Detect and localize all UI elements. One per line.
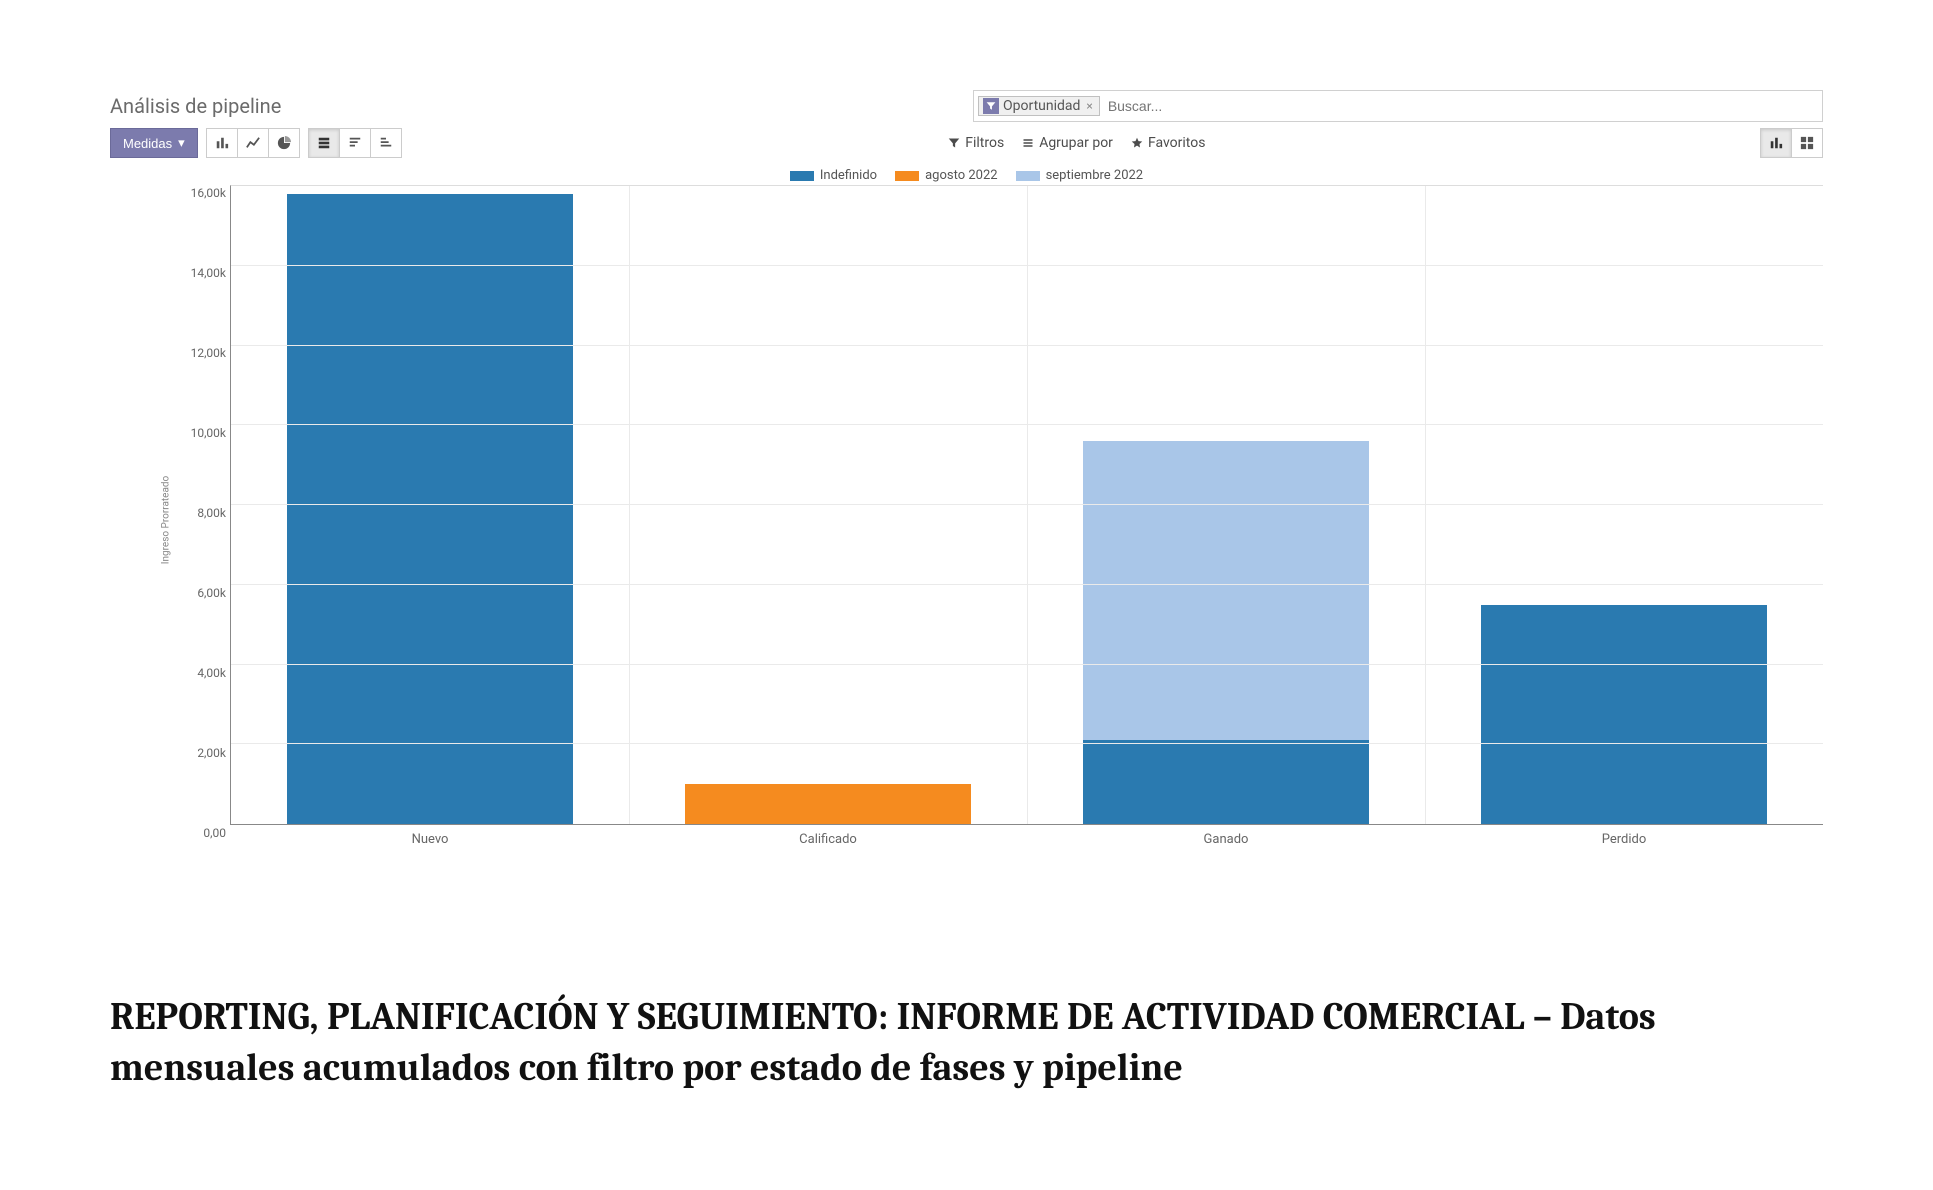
report-header: Análisis de pipeline Oportunidad × bbox=[110, 90, 1823, 122]
chart-type-group bbox=[206, 128, 300, 158]
pie-chart-icon bbox=[277, 136, 291, 150]
chart-area: Ingreso Prorrateado NuevoCalificadoGanad… bbox=[170, 185, 1823, 855]
line-chart-icon bbox=[246, 136, 260, 150]
y-tick-label: 8,00k bbox=[186, 506, 226, 520]
filter-chip-oportunidad[interactable]: Oportunidad × bbox=[978, 96, 1100, 116]
chart-legend: Indefinido agosto 2022 septiembre 2022 bbox=[110, 162, 1823, 185]
stacked-icon bbox=[317, 136, 331, 150]
y-tick-label: 4,00k bbox=[186, 666, 226, 680]
view-switcher bbox=[1760, 128, 1823, 158]
sort-desc-icon bbox=[348, 136, 362, 150]
x-axis-label: Calificado bbox=[799, 832, 857, 847]
bar-segment[interactable] bbox=[1481, 605, 1768, 824]
category-column: Calificado bbox=[629, 186, 1027, 824]
legend-label: septiembre 2022 bbox=[1046, 168, 1144, 183]
category-column: Perdido bbox=[1425, 186, 1823, 824]
bar-chart-button[interactable] bbox=[206, 128, 238, 158]
y-tick-label: 10,00k bbox=[186, 426, 226, 440]
measures-button-label: Medidas bbox=[123, 136, 172, 151]
legend-swatch bbox=[1016, 171, 1040, 181]
filters-label: Filtros bbox=[965, 135, 1004, 151]
legend-item[interactable]: septiembre 2022 bbox=[1016, 168, 1144, 183]
star-icon bbox=[1131, 137, 1143, 149]
chart-container: Indefinido agosto 2022 septiembre 2022 Ing… bbox=[110, 162, 1823, 882]
category-divider bbox=[1027, 186, 1028, 824]
filters-button[interactable]: Filtros bbox=[948, 135, 1004, 151]
sort-asc-icon bbox=[379, 136, 393, 150]
legend-label: agosto 2022 bbox=[925, 168, 997, 183]
category-column: Ganado bbox=[1027, 186, 1425, 824]
stacked-button[interactable] bbox=[308, 128, 340, 158]
y-tick-label: 12,00k bbox=[186, 346, 226, 360]
bar-segment[interactable] bbox=[685, 784, 972, 824]
bar-chart-icon bbox=[215, 136, 229, 150]
page-title: Análisis de pipeline bbox=[110, 94, 281, 118]
y-tick-label: 6,00k bbox=[186, 586, 226, 600]
y-tick-label: 0,00 bbox=[186, 826, 226, 840]
filter-chip-label: Oportunidad bbox=[1003, 98, 1080, 114]
y-axis-label: Ingreso Prorrateado bbox=[161, 476, 172, 564]
legend-swatch bbox=[895, 171, 919, 181]
bar-segment[interactable] bbox=[1083, 441, 1370, 740]
pivot-view-button[interactable] bbox=[1792, 128, 1823, 158]
chart-plot: NuevoCalificadoGanadoPerdido bbox=[230, 185, 1823, 825]
caret-down-icon: ▾ bbox=[178, 135, 185, 151]
toolbar-right bbox=[1752, 128, 1823, 158]
measures-button[interactable]: Medidas ▾ bbox=[110, 128, 198, 158]
funnel-icon bbox=[983, 98, 999, 114]
category-divider bbox=[629, 186, 630, 824]
toolbar-center: Filtros Agrupar por Favoritos bbox=[948, 135, 1205, 151]
x-axis-label: Perdido bbox=[1602, 832, 1647, 847]
pie-chart-button[interactable] bbox=[269, 128, 300, 158]
document-caption: REPORTING, PLANIFICACIÓN Y SEGUIMIENTO: … bbox=[110, 992, 1823, 1095]
legend-swatch bbox=[790, 171, 814, 181]
sort-desc-button[interactable] bbox=[340, 128, 371, 158]
pivot-view-icon bbox=[1800, 136, 1814, 150]
search-input[interactable] bbox=[1104, 94, 1822, 118]
legend-item[interactable]: Indefinido bbox=[790, 168, 877, 183]
chart-mode-group bbox=[308, 128, 402, 158]
bar-stack bbox=[1481, 605, 1768, 824]
bar-segment[interactable] bbox=[287, 194, 574, 824]
close-icon[interactable]: × bbox=[1084, 99, 1094, 113]
category-divider bbox=[1425, 186, 1426, 824]
toolbar-left: Medidas ▾ bbox=[110, 128, 402, 158]
favorites-button[interactable]: Favoritos bbox=[1131, 135, 1205, 151]
category-column: Nuevo bbox=[231, 186, 629, 824]
graph-view-button[interactable] bbox=[1760, 128, 1792, 158]
y-tick-label: 14,00k bbox=[186, 266, 226, 280]
legend-label: Indefinido bbox=[820, 168, 877, 183]
x-axis-label: Ganado bbox=[1204, 832, 1249, 847]
x-axis-label: Nuevo bbox=[412, 832, 449, 847]
bar-stack bbox=[685, 784, 972, 824]
groupby-button[interactable]: Agrupar por bbox=[1022, 135, 1113, 151]
line-chart-button[interactable] bbox=[238, 128, 269, 158]
bar-stack bbox=[1083, 441, 1370, 824]
toolbar: Medidas ▾ bbox=[110, 128, 1823, 158]
funnel-icon bbox=[948, 137, 960, 149]
y-tick-label: 16,00k bbox=[186, 186, 226, 200]
search-area[interactable]: Oportunidad × bbox=[973, 90, 1823, 122]
favorites-label: Favoritos bbox=[1148, 135, 1205, 151]
groupby-label: Agrupar por bbox=[1039, 135, 1113, 151]
bar-stack bbox=[287, 194, 574, 824]
legend-item[interactable]: agosto 2022 bbox=[895, 168, 997, 183]
list-icon bbox=[1022, 137, 1034, 149]
graph-view-icon bbox=[1769, 136, 1783, 150]
sort-asc-button[interactable] bbox=[371, 128, 402, 158]
y-tick-label: 2,00k bbox=[186, 746, 226, 760]
bar-segment[interactable] bbox=[1083, 740, 1370, 824]
